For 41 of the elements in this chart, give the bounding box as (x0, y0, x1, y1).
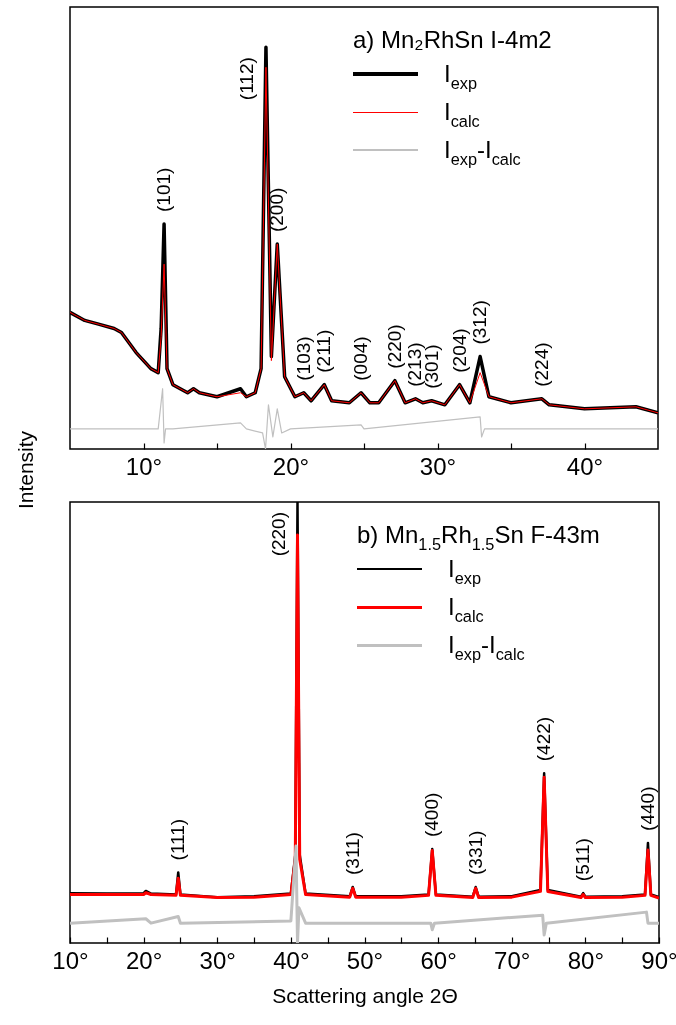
annotation: (111) (167, 818, 189, 861)
x-tick-label: 10° (125, 452, 163, 480)
annotation: (311) (341, 832, 363, 875)
annotation: (422) (533, 716, 555, 762)
annotation: (220) (383, 324, 405, 369)
annotation: (220) (267, 512, 289, 557)
legend-label: I$_{exp}$-I$_{calc}$ (444, 136, 521, 169)
annotation: (511) (572, 838, 594, 882)
annotation: (204) (448, 328, 470, 373)
x-tick-label: 20° (272, 452, 310, 480)
x-tick-label: 20° (125, 946, 163, 974)
legend-label: I$_{calc}$ (448, 593, 484, 626)
y-axis-title: Intensity (14, 430, 38, 510)
legend-label: I$_{exp}$-I$_{calc}$ (448, 631, 525, 664)
annotation: (004) (350, 336, 372, 381)
chart-title: a) Mn₂RhSn I-4m2 (353, 25, 552, 55)
x-tick-label: 50° (346, 946, 384, 974)
x-tick-label: 40° (566, 452, 604, 480)
legend-label: I$_{calc}$ (444, 98, 480, 131)
legend-label: I$_{exp}$ (448, 555, 481, 588)
x-axis-title: Scattering angle 2Θ (272, 983, 458, 1007)
legend-label: I$_{exp}$ (444, 60, 477, 93)
annotation: (331) (464, 830, 486, 875)
annotation: (224) (530, 342, 552, 387)
x-tick-label: 60° (420, 946, 457, 974)
annotation: (211) (313, 329, 335, 373)
x-tick-label: 30° (199, 946, 236, 974)
annotation: (400) (421, 792, 443, 838)
x-tick-label: 70° (494, 946, 531, 974)
x-tick-label: 40° (273, 946, 310, 974)
annotation: (101) (153, 167, 175, 212)
x-tick-label: 90° (641, 946, 676, 974)
x-tick-label: 10° (52, 946, 89, 974)
x-tick-label: 80° (567, 946, 605, 974)
annotation: (312) (469, 300, 491, 345)
annotation: (112) (235, 57, 257, 101)
annotation: (103) (292, 336, 314, 381)
text: b) Mn$_{1.5}$Rh$_{1.5}$Sn F-43m (357, 520, 600, 554)
annotation: (440) (636, 786, 658, 831)
x-tick-label: 30° (419, 452, 457, 480)
annotation: (200) (266, 187, 288, 233)
